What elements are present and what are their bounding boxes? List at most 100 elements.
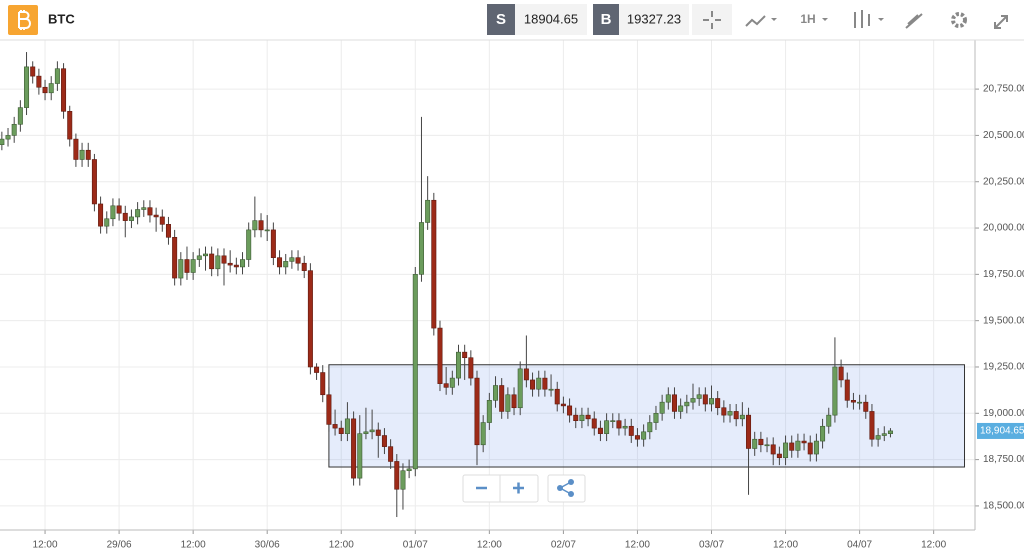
candle-body [221, 255, 227, 264]
settings-icon[interactable] [951, 12, 967, 28]
candle-body [554, 388, 560, 405]
y-tick-label: 19,000.00 [983, 408, 1024, 419]
candle-body [406, 468, 412, 472]
candle-body [61, 68, 67, 112]
candle-body [159, 216, 165, 225]
sell-price-box[interactable] [515, 4, 587, 35]
candle-body [264, 229, 270, 232]
candle-body [418, 222, 424, 275]
candle-body [320, 372, 326, 396]
candle-body [455, 351, 461, 379]
candle-body [375, 429, 381, 436]
candle-body [696, 394, 702, 399]
candle-body [634, 435, 640, 440]
candle-body [5, 135, 11, 140]
candle-body [388, 446, 394, 462]
candle-body [85, 149, 91, 160]
candle-body [36, 75, 42, 88]
candle-body [11, 123, 17, 136]
candle-body [542, 377, 548, 390]
candle-body [585, 414, 591, 420]
candle-body [567, 405, 573, 416]
candle-body [739, 414, 745, 420]
x-tick-label: 12:00 [921, 540, 946, 551]
candle-body [165, 224, 171, 238]
candle-body [443, 383, 449, 388]
range-box [328, 364, 966, 468]
candle-body [48, 83, 54, 94]
candle-body [73, 138, 79, 160]
candle-body [628, 425, 634, 436]
candle-body [801, 440, 807, 444]
candle-body [758, 438, 764, 446]
candle-body [0, 138, 5, 145]
candle-body [24, 66, 30, 108]
candle-body [733, 411, 739, 420]
x-tick-label: 12:00 [773, 540, 798, 551]
candle-body [270, 229, 276, 258]
y-tick-label: 19,500.00 [983, 315, 1024, 326]
y-tick-label: 19,250.00 [983, 362, 1024, 373]
last-price-label: 18,904.65 [980, 426, 1024, 437]
buy-price-box[interactable] [619, 4, 689, 35]
candle-body [178, 259, 184, 279]
candle-body [252, 220, 258, 231]
candle-body [277, 257, 283, 268]
candle-body [505, 394, 511, 412]
candle-body [141, 207, 147, 210]
symbol: BTC [48, 11, 75, 26]
candle-body [172, 236, 178, 279]
crosshair-button[interactable] [692, 4, 732, 35]
toolbar-icons [692, 4, 1008, 35]
zoom-in[interactable] [513, 482, 524, 494]
buy-button[interactable] [593, 4, 619, 35]
y-tick-label: 20,500.00 [983, 130, 1024, 141]
share-button[interactable] [547, 474, 586, 503]
candle-body [135, 209, 141, 218]
candle-body [363, 431, 369, 434]
candle-body [678, 405, 684, 412]
candle-body [184, 259, 190, 273]
expand-icon[interactable] [994, 15, 1008, 29]
candle-body [844, 379, 850, 401]
coin-glyph [18, 10, 31, 30]
candle-body [887, 430, 893, 434]
candle-body [610, 420, 616, 422]
candle-body [875, 435, 881, 440]
candle-body [202, 253, 208, 257]
x-tick-label: 12:00 [181, 540, 206, 551]
candle-body [412, 274, 418, 470]
candle-body [579, 414, 585, 421]
chart-type-icon[interactable] [745, 15, 766, 27]
x-tick-label: 29/06 [107, 540, 132, 551]
candle-body [153, 214, 159, 218]
candle-body [227, 262, 233, 266]
candle-body [813, 440, 819, 455]
candle-body [493, 385, 499, 401]
candle-body [838, 366, 844, 381]
candle-body [258, 220, 264, 231]
candle-body [122, 212, 128, 221]
candle-body [530, 379, 536, 390]
sell-button[interactable] [487, 4, 515, 35]
candle-body [462, 351, 468, 359]
buy-label: B [601, 11, 612, 28]
candle-body [307, 270, 313, 368]
candle-body [715, 398, 721, 409]
candle-body [425, 199, 431, 223]
x-tick-label: 12:00 [477, 540, 502, 551]
candle-body [536, 377, 542, 390]
candle-body [548, 388, 554, 391]
candle-body [30, 66, 36, 77]
candle-body [314, 366, 320, 373]
candle-icon[interactable] [854, 10, 870, 28]
candle-body [721, 407, 727, 416]
candle-body [511, 394, 517, 409]
candle-body [850, 400, 856, 403]
candle-body [326, 394, 332, 425]
interval[interactable]: 1H [800, 12, 815, 26]
candle-body [826, 414, 832, 427]
draw-icon[interactable] [905, 13, 923, 29]
